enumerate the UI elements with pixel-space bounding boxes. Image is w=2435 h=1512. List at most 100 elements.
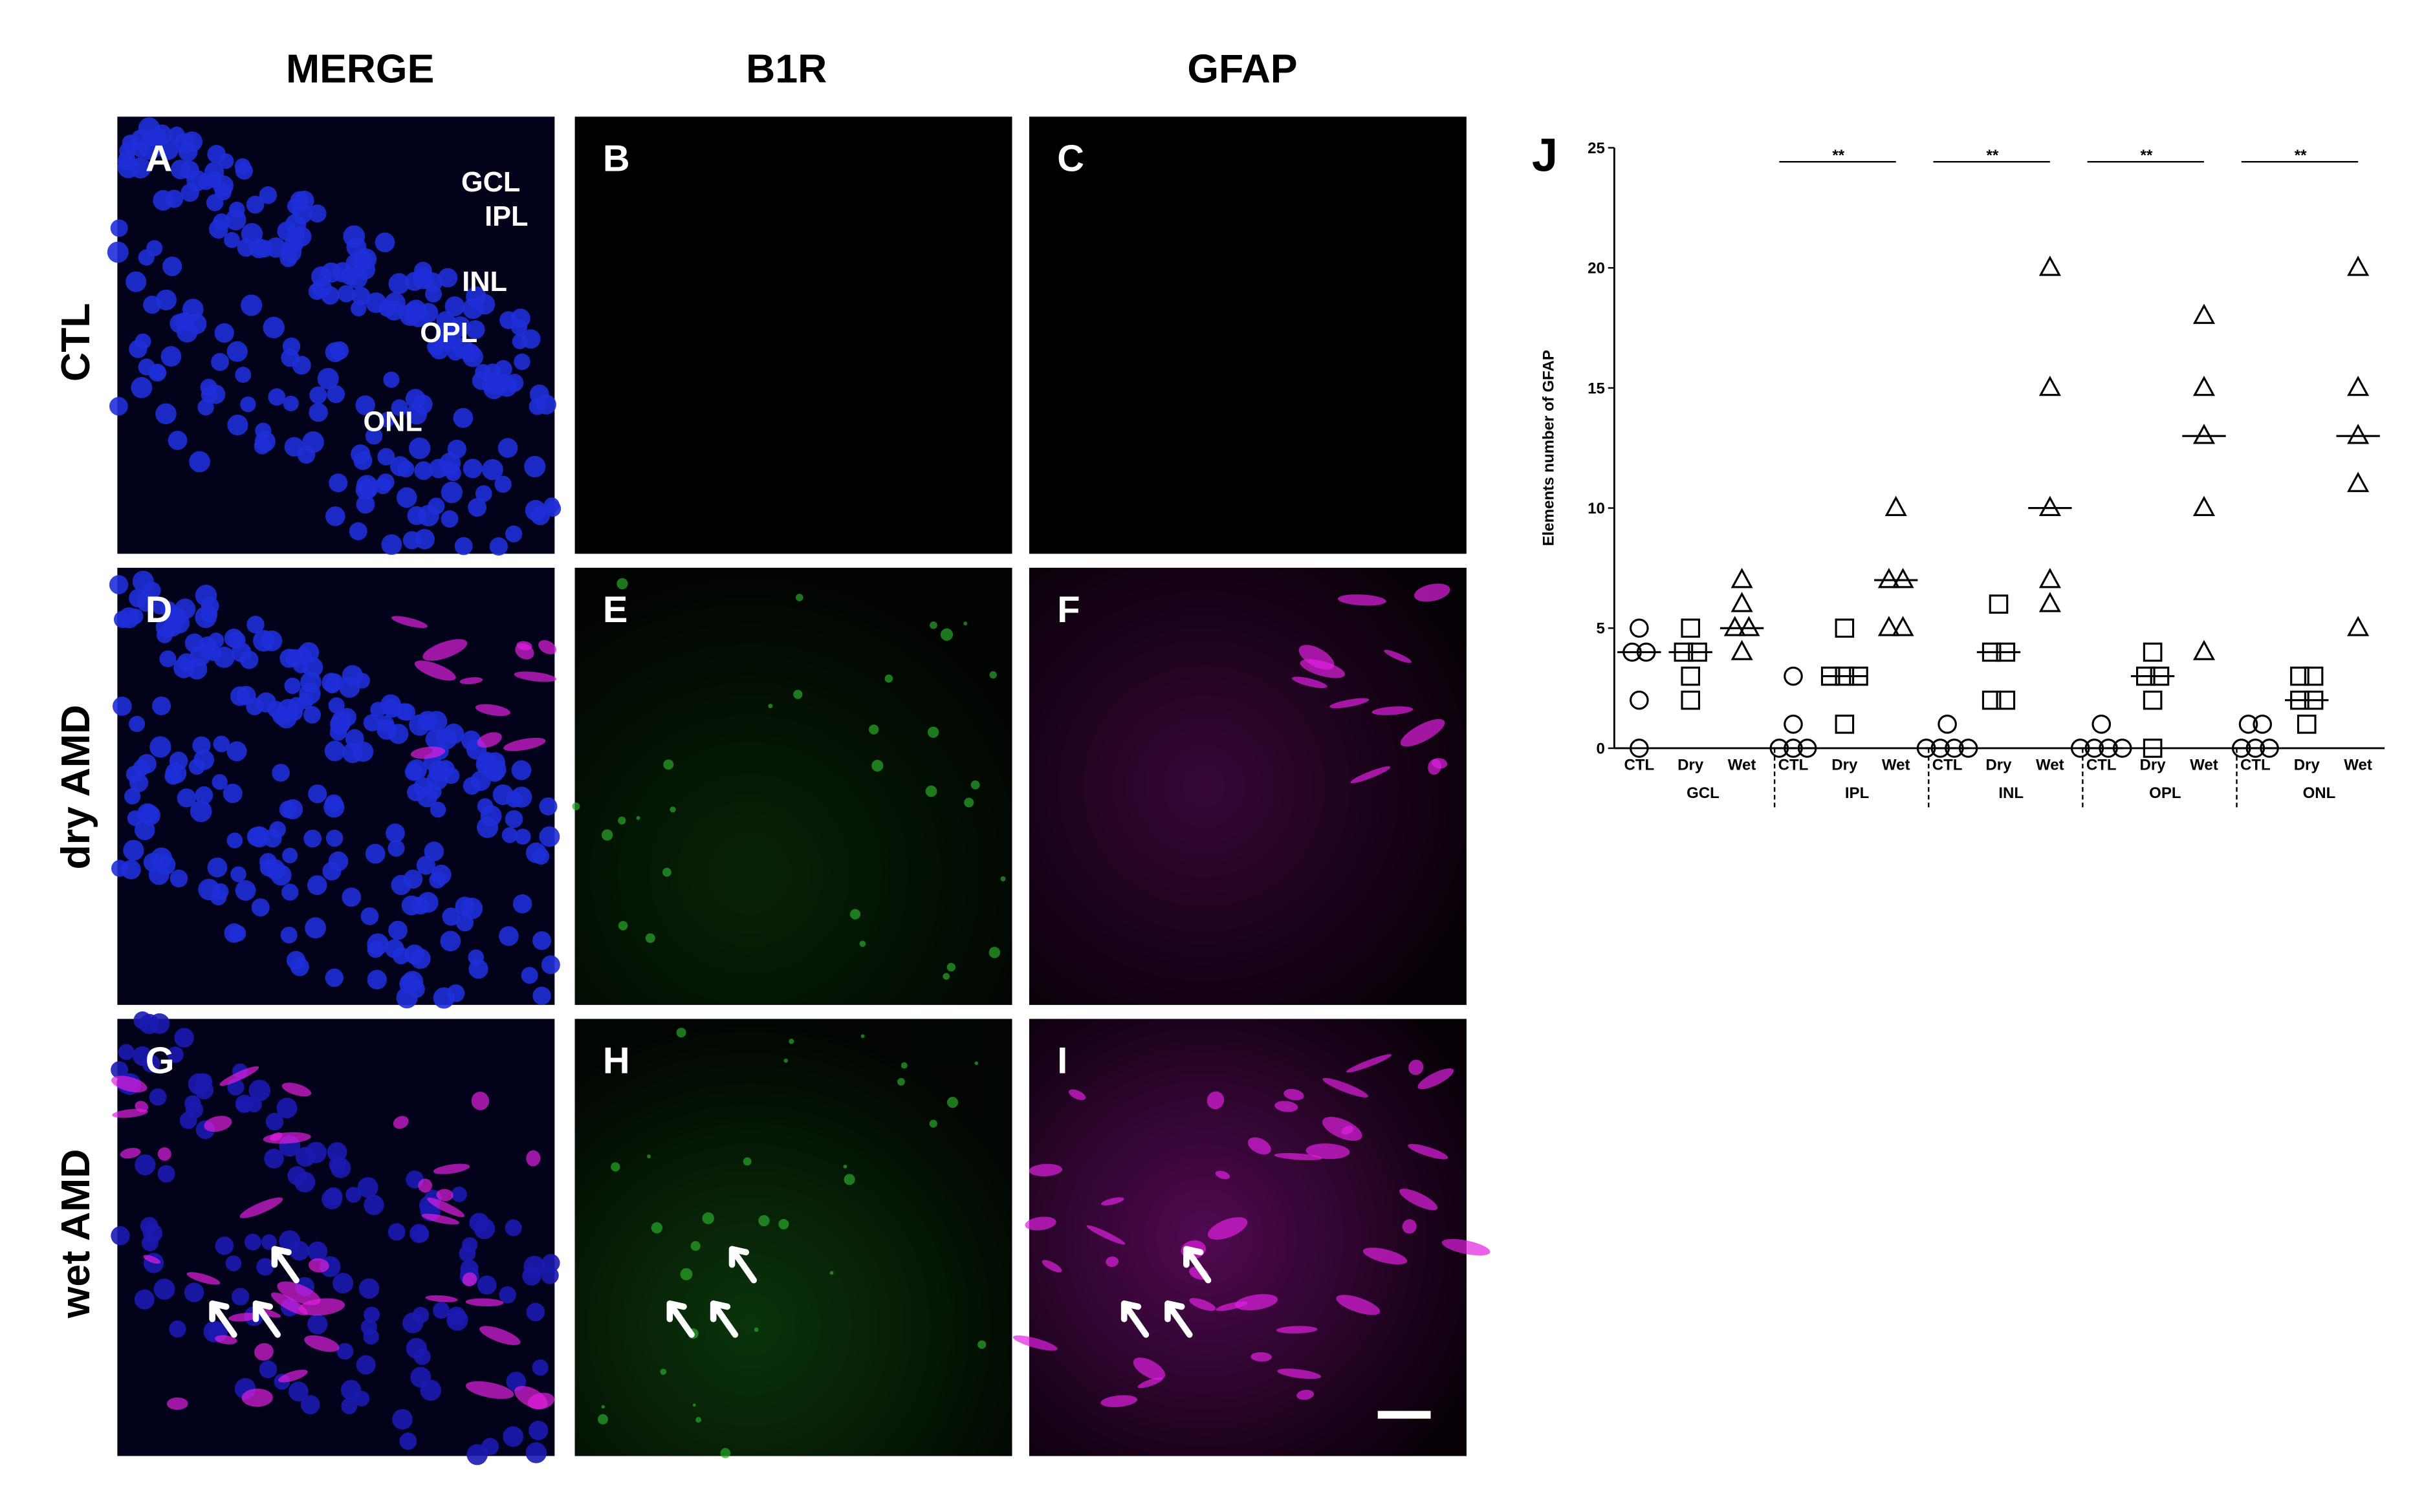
gfap-stain bbox=[1277, 1368, 1322, 1379]
x-tick-label: Dry bbox=[2294, 757, 2320, 774]
gfap-stain bbox=[471, 1092, 490, 1110]
nucleus bbox=[375, 477, 392, 495]
nucleus bbox=[386, 823, 405, 843]
nucleus bbox=[541, 955, 560, 975]
gfap-stain bbox=[1189, 1298, 1216, 1311]
nucleus bbox=[162, 256, 182, 276]
nucleus bbox=[324, 740, 345, 762]
panel-letter: I bbox=[1057, 1041, 1067, 1082]
nucleus bbox=[396, 487, 417, 508]
b1r-stain bbox=[572, 802, 580, 810]
nucleus bbox=[308, 784, 327, 804]
nucleus bbox=[342, 742, 363, 763]
nucleus bbox=[409, 1224, 429, 1244]
nucleus bbox=[201, 605, 218, 623]
gfap-stain bbox=[1133, 1357, 1166, 1380]
nucleus bbox=[300, 1395, 320, 1415]
point bbox=[1731, 568, 1753, 589]
nucleus bbox=[169, 1320, 186, 1338]
b1r-stain bbox=[946, 962, 955, 972]
nucleus bbox=[198, 878, 220, 901]
gfap-stain bbox=[1305, 1143, 1350, 1160]
nucleus bbox=[134, 819, 155, 841]
gfap-stain bbox=[1068, 1089, 1086, 1101]
b1r-stain bbox=[743, 1157, 752, 1166]
nucleus bbox=[514, 353, 530, 371]
nucleus bbox=[167, 1046, 184, 1063]
nucleus bbox=[264, 1149, 284, 1169]
nucleus bbox=[248, 826, 270, 848]
gfap-stain bbox=[1234, 1294, 1278, 1311]
nucleus bbox=[529, 398, 546, 415]
y-tick-label: 5 bbox=[1597, 620, 1605, 638]
nucleus bbox=[214, 323, 234, 343]
layer-label: IPL bbox=[485, 201, 528, 232]
micrograph: B bbox=[574, 116, 1012, 554]
b1r-stain bbox=[680, 1268, 693, 1280]
nucleus bbox=[254, 438, 270, 455]
b1r-stain bbox=[720, 1448, 731, 1458]
gfap-stain bbox=[422, 639, 468, 661]
gfap-stain bbox=[204, 1116, 232, 1132]
gfap-stain bbox=[465, 1381, 514, 1399]
b1r-stain bbox=[829, 1271, 834, 1275]
gfap-stain bbox=[254, 1343, 274, 1361]
nucleus bbox=[244, 1233, 261, 1251]
group-label: INL bbox=[1998, 784, 2024, 802]
nucleus bbox=[282, 337, 301, 356]
b1r-stain bbox=[927, 726, 939, 738]
point bbox=[2347, 375, 2370, 396]
nucleus bbox=[414, 528, 435, 550]
gfap-stain bbox=[1300, 659, 1345, 678]
arrow bbox=[1183, 1246, 1212, 1284]
nucleus bbox=[327, 385, 345, 404]
row-label: CTL bbox=[53, 303, 98, 382]
nucleus bbox=[392, 1409, 413, 1430]
point bbox=[2038, 495, 2061, 516]
gfap-stain bbox=[308, 1258, 329, 1273]
layer-label: GCL bbox=[461, 167, 520, 198]
nucleus bbox=[390, 456, 411, 477]
nucleus bbox=[261, 1234, 278, 1250]
nucleus bbox=[189, 451, 210, 473]
y-tick-label: 15 bbox=[1588, 380, 1605, 397]
gfap-stain bbox=[1371, 706, 1414, 715]
nucleus bbox=[388, 1223, 406, 1241]
nucleus bbox=[388, 839, 405, 857]
significance-label: ** bbox=[1832, 147, 1844, 164]
nucleus bbox=[213, 735, 230, 753]
nucleus bbox=[263, 316, 285, 339]
nucleus bbox=[381, 534, 402, 556]
nucleus bbox=[152, 124, 172, 144]
nucleus bbox=[133, 759, 150, 777]
nucleus bbox=[235, 880, 256, 901]
nucleus bbox=[501, 827, 518, 843]
nucleus bbox=[364, 1194, 384, 1215]
nucleus bbox=[212, 773, 228, 790]
nucleus bbox=[406, 759, 427, 781]
arrow bbox=[252, 1300, 281, 1338]
panel-letter: C bbox=[1057, 138, 1084, 180]
nucleus bbox=[265, 237, 287, 258]
gfap-stain bbox=[477, 732, 502, 748]
nucleus bbox=[463, 346, 483, 367]
nucleus bbox=[505, 1219, 522, 1237]
point bbox=[2290, 666, 2309, 686]
nucleus bbox=[430, 340, 450, 360]
nucleus bbox=[330, 341, 349, 360]
nucleus bbox=[351, 300, 367, 317]
nucleus bbox=[414, 261, 432, 280]
nucleus bbox=[512, 894, 532, 914]
nucleus bbox=[475, 753, 498, 775]
x-tick-label: Wet bbox=[1882, 757, 1910, 774]
nucleus bbox=[133, 1011, 152, 1030]
x-tick-label: Dry bbox=[1677, 757, 1704, 774]
nucleus bbox=[107, 241, 129, 263]
nucleus bbox=[477, 816, 499, 838]
nucleus bbox=[463, 777, 481, 795]
nucleus bbox=[126, 271, 147, 292]
gfap-stain bbox=[1250, 1352, 1272, 1362]
point bbox=[1877, 616, 1900, 636]
x-tick-label: Dry bbox=[1985, 757, 2012, 774]
point bbox=[1731, 640, 1753, 660]
